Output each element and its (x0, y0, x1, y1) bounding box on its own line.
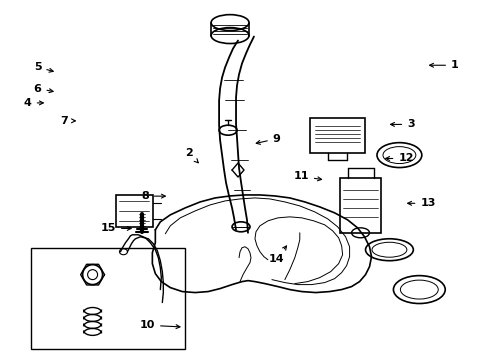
Bar (310, 118, 365, 153)
Text: 7: 7 (61, 116, 75, 126)
Text: 8: 8 (141, 191, 165, 201)
Bar (31, 248, 185, 349)
Text: 4: 4 (24, 98, 43, 108)
Bar (116, 195, 153, 227)
Text: 14: 14 (269, 246, 287, 264)
Text: 3: 3 (391, 120, 415, 129)
Bar (340, 178, 382, 233)
Text: 6: 6 (34, 84, 53, 94)
Text: 11: 11 (294, 171, 321, 181)
Text: 5: 5 (34, 62, 53, 72)
Text: 12: 12 (386, 153, 414, 163)
Text: 10: 10 (140, 320, 180, 330)
Text: 15: 15 (100, 224, 131, 233)
Text: 2: 2 (185, 148, 198, 163)
Text: 13: 13 (408, 198, 436, 208)
Text: 1: 1 (430, 60, 459, 70)
Text: 9: 9 (256, 134, 281, 144)
